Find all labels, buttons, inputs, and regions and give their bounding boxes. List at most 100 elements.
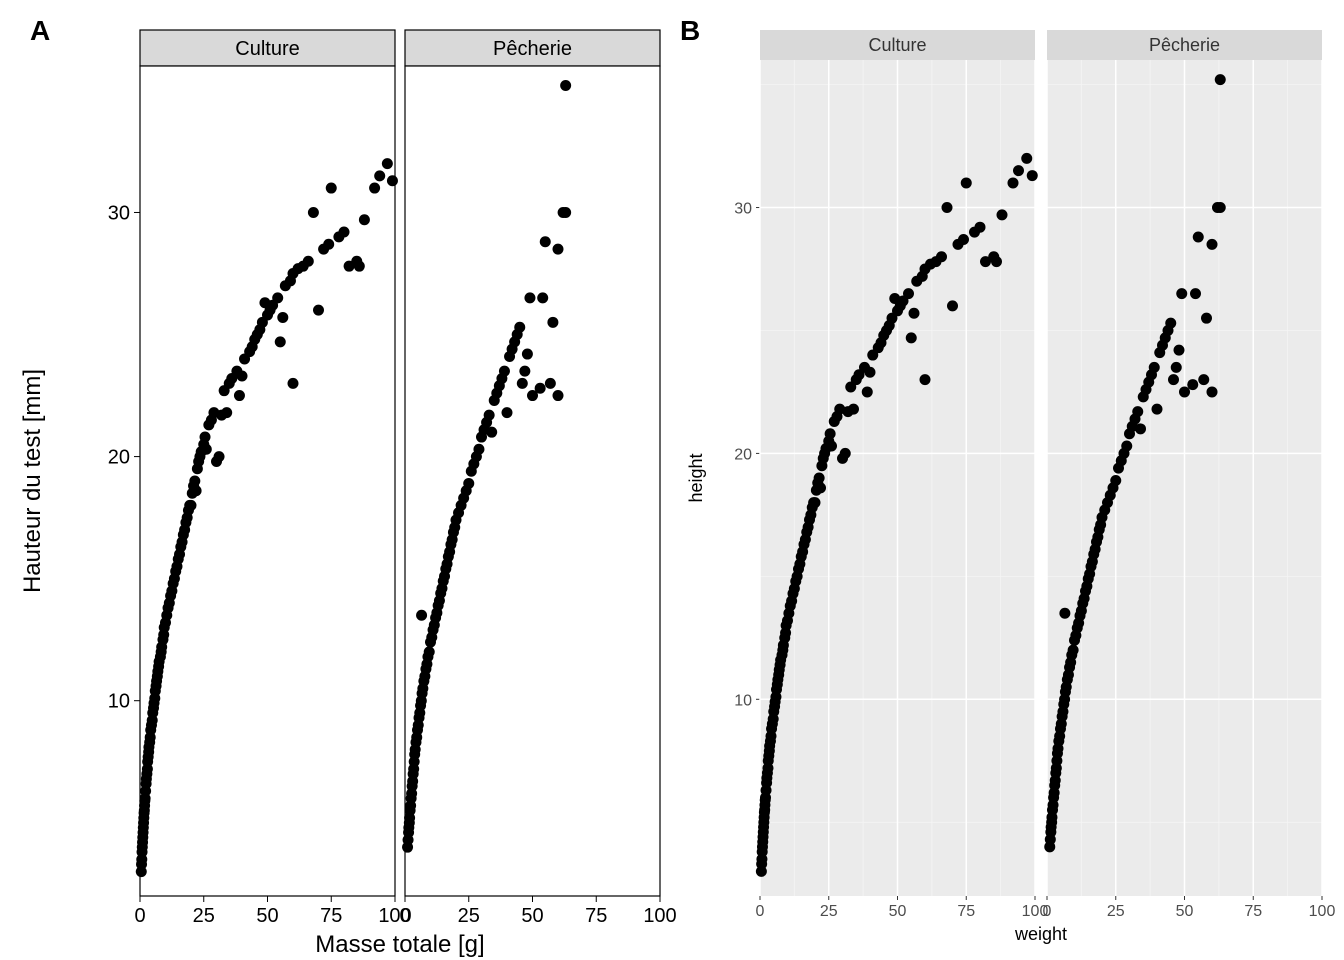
data-point bbox=[1190, 288, 1201, 299]
data-point bbox=[424, 646, 435, 657]
facet-title: Culture bbox=[235, 38, 299, 60]
data-point bbox=[382, 158, 393, 169]
data-point bbox=[369, 183, 380, 194]
data-point bbox=[1193, 232, 1204, 243]
data-point bbox=[387, 175, 398, 186]
data-point bbox=[499, 366, 510, 377]
data-point bbox=[1187, 379, 1198, 390]
x-tick-label: 50 bbox=[1176, 903, 1194, 920]
data-point bbox=[522, 349, 533, 360]
x-tick-label: 75 bbox=[957, 903, 975, 920]
y-tick-label: 20 bbox=[108, 447, 130, 469]
x-axis-label-A: Masse totale [g] bbox=[315, 931, 484, 958]
data-point bbox=[323, 239, 334, 250]
data-point bbox=[975, 222, 986, 233]
data-point bbox=[1215, 202, 1226, 213]
data-point bbox=[1207, 386, 1218, 397]
data-point bbox=[486, 427, 497, 438]
y-axis-label-A: Hauteur du test [mm] bbox=[19, 369, 46, 593]
data-point bbox=[848, 404, 859, 415]
panel-label-A: A bbox=[30, 15, 50, 46]
data-point bbox=[524, 292, 535, 303]
y-axis-label-B: height bbox=[686, 453, 706, 502]
x-tick-label: 25 bbox=[1107, 903, 1125, 920]
data-point bbox=[514, 322, 525, 333]
x-tick-label: 100 bbox=[1309, 903, 1336, 920]
data-point bbox=[1174, 345, 1185, 356]
data-point bbox=[354, 261, 365, 272]
data-point bbox=[814, 473, 825, 484]
y-tick-label: 10 bbox=[108, 691, 130, 713]
facet-panel bbox=[140, 66, 395, 896]
data-point bbox=[1021, 153, 1032, 164]
data-point bbox=[359, 214, 370, 225]
data-point bbox=[865, 367, 876, 378]
data-point bbox=[326, 183, 337, 194]
facet-title: Culture bbox=[868, 35, 926, 55]
x-tick-label: 25 bbox=[193, 905, 215, 927]
data-point bbox=[545, 378, 556, 389]
x-tick-label: 75 bbox=[1244, 903, 1262, 920]
facet-title: Pêcherie bbox=[493, 38, 572, 60]
data-point bbox=[308, 207, 319, 218]
data-point bbox=[1008, 177, 1019, 188]
x-tick-label: 100 bbox=[643, 905, 676, 927]
x-tick-label: 0 bbox=[399, 905, 410, 927]
data-point bbox=[191, 485, 202, 496]
data-point bbox=[535, 383, 546, 394]
data-point bbox=[909, 308, 920, 319]
data-point bbox=[484, 410, 495, 421]
data-point bbox=[214, 451, 225, 462]
data-point bbox=[313, 305, 324, 316]
data-point bbox=[200, 432, 211, 443]
data-point bbox=[1068, 645, 1079, 656]
data-point bbox=[221, 407, 232, 418]
data-point bbox=[1013, 165, 1024, 176]
data-point bbox=[961, 177, 972, 188]
data-point bbox=[560, 207, 571, 218]
data-point bbox=[303, 256, 314, 267]
y-tick-label: 30 bbox=[734, 201, 752, 218]
y-tick-label: 10 bbox=[734, 692, 752, 709]
data-point bbox=[1201, 313, 1212, 324]
x-tick-label: 75 bbox=[585, 905, 607, 927]
data-point bbox=[920, 374, 931, 385]
data-point bbox=[906, 332, 917, 343]
data-point bbox=[997, 209, 1008, 220]
data-point bbox=[560, 80, 571, 91]
data-point bbox=[237, 371, 248, 382]
data-point bbox=[958, 234, 969, 245]
data-point bbox=[1215, 74, 1226, 85]
panel-A: AHauteur du test [mm]102030Culture025507… bbox=[19, 15, 677, 958]
data-point bbox=[272, 292, 283, 303]
x-tick-label: 75 bbox=[320, 905, 342, 927]
data-point bbox=[547, 317, 558, 328]
data-point bbox=[840, 448, 851, 459]
data-point bbox=[288, 378, 299, 389]
data-point bbox=[234, 390, 245, 401]
data-point bbox=[1179, 386, 1190, 397]
data-point bbox=[1121, 441, 1132, 452]
data-point bbox=[1168, 374, 1179, 385]
data-point bbox=[1135, 423, 1146, 434]
panel-B: Bheight102030Culture0255075100Pêcherie02… bbox=[680, 15, 1335, 944]
data-point bbox=[553, 390, 564, 401]
data-point bbox=[1132, 406, 1143, 417]
x-tick-label: 25 bbox=[820, 903, 838, 920]
data-point bbox=[942, 202, 953, 213]
data-point bbox=[502, 407, 513, 418]
data-point bbox=[947, 300, 958, 311]
data-point bbox=[463, 478, 474, 489]
facet-panel bbox=[405, 66, 660, 896]
data-point bbox=[1110, 475, 1121, 486]
data-point bbox=[1176, 288, 1187, 299]
facet-title: Pêcherie bbox=[1149, 35, 1220, 55]
data-point bbox=[936, 251, 947, 262]
panel-label-B: B bbox=[680, 15, 700, 46]
data-point bbox=[186, 500, 197, 511]
x-tick-label: 50 bbox=[256, 905, 278, 927]
data-point bbox=[553, 244, 564, 255]
data-point bbox=[1165, 318, 1176, 329]
data-point bbox=[416, 610, 427, 621]
data-point bbox=[825, 428, 836, 439]
